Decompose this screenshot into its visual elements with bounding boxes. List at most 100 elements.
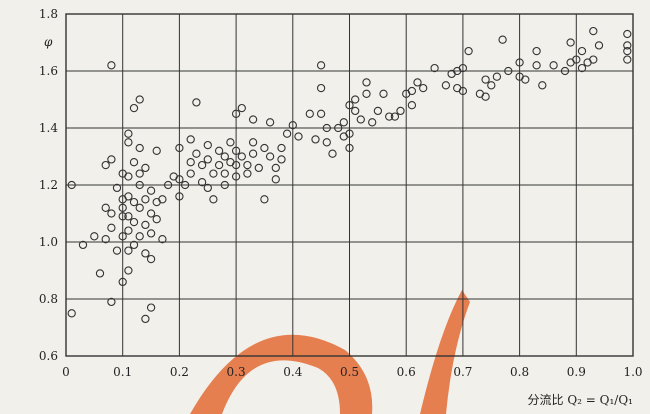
data-point (441, 81, 451, 90)
data-point (243, 169, 252, 178)
data-point (226, 138, 235, 147)
data-point (271, 175, 280, 184)
data-point (67, 180, 76, 190)
data-point (135, 169, 144, 178)
data-point (572, 55, 581, 64)
x-tick-label: 0 (62, 365, 70, 379)
data-point (623, 29, 632, 39)
data-point (180, 180, 190, 190)
data-point (362, 89, 371, 98)
data-point (203, 155, 212, 164)
data-point (112, 246, 122, 255)
data-point (214, 160, 224, 170)
data-point (107, 61, 116, 70)
data-point (129, 217, 139, 227)
data-point (577, 63, 587, 73)
x-tick-labels: 0 0.1 0.2 0.3 0.4 0.5 0.6 0.7 0.8 0.9 1.0 (62, 365, 642, 379)
data-point (322, 138, 331, 147)
data-point (265, 118, 275, 127)
data-point (90, 232, 99, 241)
data-point (95, 269, 105, 278)
data-point (589, 26, 598, 36)
data-point (141, 249, 150, 258)
data-point (260, 195, 269, 204)
data-point (209, 195, 218, 204)
data-point (538, 81, 547, 90)
data-point (396, 106, 405, 116)
data-point (379, 89, 388, 98)
data-point (521, 75, 530, 84)
watermark-arc-right (420, 290, 470, 414)
data-point (237, 152, 246, 161)
data-point (248, 149, 258, 158)
data-point (594, 41, 604, 50)
data-point (135, 203, 144, 212)
data-point (385, 112, 394, 121)
data-point (243, 160, 252, 170)
data-point (124, 246, 133, 255)
data-point (101, 160, 110, 170)
data-point (373, 106, 383, 116)
data-point (101, 203, 110, 212)
data-point (560, 66, 570, 76)
data-point (498, 35, 507, 44)
data-point (146, 229, 156, 238)
data-point (356, 115, 365, 124)
grid (65, 13, 634, 357)
x-tick-label: 0.3 (227, 365, 246, 379)
data-point (175, 143, 184, 153)
data-point (566, 38, 575, 47)
data-point (294, 132, 303, 141)
data-point (158, 195, 167, 204)
data-point (192, 149, 201, 158)
data-point (146, 303, 156, 312)
data-point (112, 183, 122, 193)
data-point (407, 101, 417, 110)
data-point (192, 98, 201, 107)
data-point (322, 123, 331, 133)
watermark (190, 290, 470, 414)
data-point (129, 103, 139, 113)
data-point (129, 240, 139, 250)
data-point (124, 138, 133, 147)
data-point (124, 129, 133, 138)
data-point (129, 197, 139, 207)
data-point (532, 61, 541, 70)
x-tick-label: 0.8 (510, 365, 529, 379)
x-tick-label: 0.5 (340, 365, 359, 379)
data-point (345, 129, 354, 138)
data-point (481, 92, 490, 101)
data-point (107, 209, 116, 218)
data-point (124, 226, 133, 235)
data-point (623, 55, 632, 64)
data-point (124, 172, 133, 181)
data-point (458, 63, 468, 73)
data-point (254, 163, 263, 173)
data-point (175, 175, 184, 184)
y-tick-label: 1.2 (39, 178, 58, 192)
data-point (124, 212, 133, 221)
data-point (316, 83, 326, 93)
data-point (248, 138, 258, 147)
data-point (175, 192, 184, 201)
x-tick-label: 0.2 (170, 365, 189, 379)
data-point (481, 75, 490, 84)
data-point (345, 143, 354, 153)
data-point (163, 180, 173, 190)
data-point (589, 55, 598, 64)
data-point (118, 203, 127, 212)
data-point (152, 215, 161, 224)
y-tick-label: 1.4 (39, 121, 58, 135)
data-point (107, 155, 116, 164)
data-point (135, 95, 144, 104)
data-point (351, 95, 360, 104)
data-point (532, 46, 541, 56)
data-point (118, 277, 127, 287)
y-tick-label: 0.6 (39, 349, 58, 363)
data-point (390, 112, 400, 121)
data-point (282, 129, 292, 138)
x-tick-label: 0.1 (113, 365, 132, 379)
data-point (197, 160, 207, 170)
